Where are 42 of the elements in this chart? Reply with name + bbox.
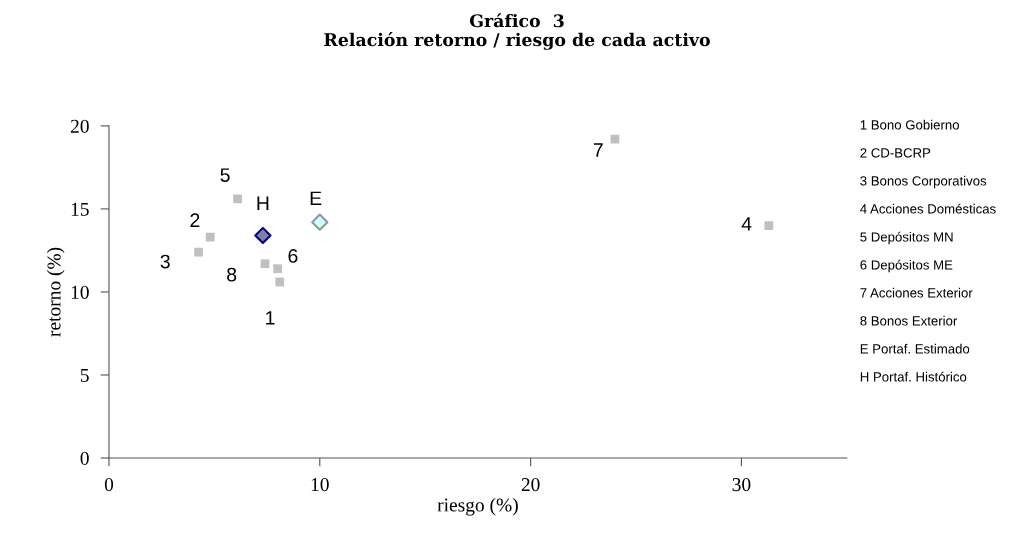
annotation: E [310, 191, 322, 206]
y-tick-label: 20 [70, 119, 89, 133]
y-tick-label: 5 [80, 369, 89, 382]
annotation: 7 [593, 143, 603, 157]
point [233, 194, 242, 204]
annotation: 4 [741, 217, 752, 231]
x-axis-title: riesgo (%) [437, 497, 518, 516]
text: 5 Depósitos MN [860, 231, 953, 245]
annotation: 2 [190, 213, 200, 227]
y-axis-title: retorno (%) [46, 247, 65, 337]
annotation: 8 [227, 267, 237, 282]
y-tick-label: 15 [71, 202, 89, 216]
text: 1 Bono Gobierno [860, 119, 959, 130]
x-tick-label: 10 [311, 478, 329, 492]
point [254, 226, 272, 245]
chart-title: Gráfico 3 Relación retorno / riesgo de cada activo [324, 13, 710, 50]
annotation: 3 [160, 254, 170, 269]
text: 8 Bonos Exterior [860, 315, 958, 326]
annotation: H [257, 196, 269, 210]
text: H Portaf. Histórico [860, 371, 967, 382]
annotation: 1 [266, 311, 275, 325]
point [273, 264, 283, 274]
x-tick-label: 20 [521, 478, 540, 492]
y-tick-label: 10 [71, 285, 89, 299]
point [311, 213, 329, 231]
point [260, 259, 270, 269]
x-tick-label: 30 [732, 478, 751, 492]
text: 3 Bonos Corporativos [860, 175, 987, 189]
point [610, 134, 620, 144]
text: 2 CD-BCRP [860, 148, 931, 158]
x-tick-label: 0 [104, 478, 114, 492]
annotation: 6 [288, 249, 298, 263]
point [205, 232, 215, 242]
point [194, 247, 203, 257]
text: 7 Acciones Exterior [860, 287, 973, 298]
point [275, 277, 285, 287]
text: E Portaf. Estimado [860, 343, 970, 354]
point [764, 221, 774, 230]
annotation: 5 [220, 168, 230, 182]
text: 6 Depósitos ME [860, 259, 953, 273]
y-tick-label: 0 [80, 451, 89, 465]
text: 4 Acciones Domésticas [860, 203, 996, 214]
